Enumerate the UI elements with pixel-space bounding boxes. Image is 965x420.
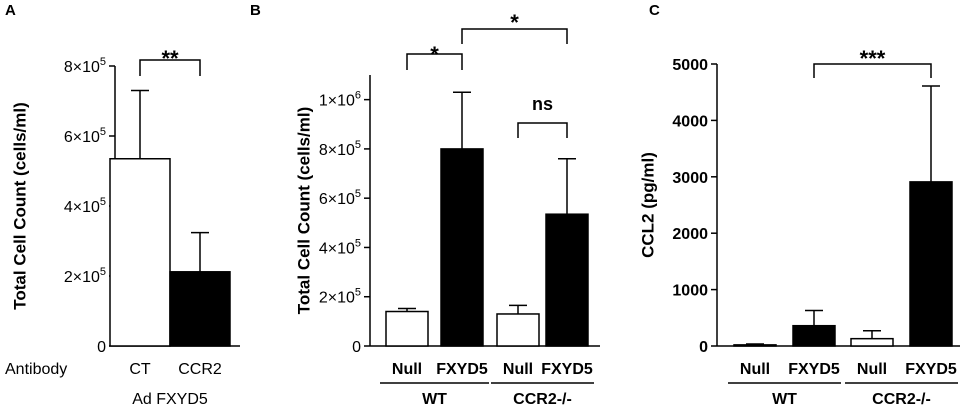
panel-a-y-tick-label: 8×105 [64, 56, 106, 76]
panel-b-category-label: Null [503, 361, 533, 378]
panel-c-letter: C [649, 2, 660, 19]
panel-a-bar [109, 158, 171, 347]
panel-c-category-label: Null [857, 361, 887, 378]
panel-c-bar [792, 324, 836, 347]
panel-a-category-label: CT [129, 361, 151, 378]
panel-c-bar [909, 181, 953, 347]
panel-b-y-tick-label: 2×105 [319, 287, 361, 307]
panel-b-group-label: WT [422, 391, 447, 408]
panel-b-y-tick-label: 8×105 [319, 139, 361, 159]
panel-b-category-label: FXYD5 [541, 361, 593, 378]
panel-b-bar [545, 213, 589, 347]
panel-c-y-tick-label: 2000 [672, 226, 708, 243]
panel-a-y-tick-label: 0 [97, 339, 106, 356]
panel-b-group-label: CCR2-/- [513, 391, 572, 408]
panel-c-significance-bracket [813, 63, 932, 78]
panel-b-y-tick-label: 0 [352, 339, 361, 356]
panel-b-bar [440, 148, 484, 347]
panel-c-bar [733, 344, 777, 347]
panel-a-group-label: Ad FXYD5 [132, 391, 208, 408]
panel-c-bar [850, 337, 894, 347]
panel-b-category-label: Null [392, 361, 422, 378]
panel-a-significance-bracket [139, 59, 201, 76]
panel-a-category-label: CCR2 [178, 361, 222, 378]
panel-b-bar [496, 313, 540, 347]
panel-b-y-tick-label: 1×106 [319, 90, 361, 110]
panel-b-significance-label: ns [532, 94, 553, 114]
panel-a-bar [169, 271, 231, 347]
panel-b-y-tick-label: 6×105 [319, 188, 361, 208]
panel-c-y-tick-label: 5000 [672, 57, 708, 74]
panel-c-y-tick-label: 3000 [672, 170, 708, 187]
panel-c-y-axis-label: CCL2 (pg/ml) [639, 152, 658, 258]
panel-b-category-label: FXYD5 [436, 361, 488, 378]
panel-c-group-label: WT [772, 391, 797, 408]
panel-a-y-axis-label: Total Cell Count (cells/ml) [11, 102, 30, 309]
panel-b-bar [385, 310, 429, 347]
panel-c-y-tick-label: 4000 [672, 113, 708, 130]
panel-b-significance-bracket [517, 122, 568, 138]
panel-c-category-label: FXYD5 [905, 361, 957, 378]
panel-a-y-tick-label: 4×105 [64, 196, 106, 216]
panel-b-significance-bracket [406, 53, 463, 70]
panel-a-row-label: Antibody [5, 361, 67, 378]
panel-b-y-axis-label: Total Cell Count (cells/ml) [295, 107, 314, 314]
panel-b-letter: B [250, 2, 261, 19]
panel-c-category-label: Null [740, 361, 770, 378]
panel-b-significance-bracket [461, 28, 568, 44]
panel-a-letter: A [5, 2, 16, 19]
panel-c-significance-label: *** [860, 46, 886, 71]
panel-b-y-tick-label: 4×105 [319, 237, 361, 257]
panel-a-y-tick-label: 6×105 [64, 126, 106, 146]
panel-c-category-label: FXYD5 [788, 361, 840, 378]
panel-c-y-tick-label: 0 [699, 339, 708, 356]
panel-a-y-tick-label: 2×105 [64, 266, 106, 286]
panel-b-significance-label: * [510, 10, 519, 35]
panel-a-significance-label: ** [161, 46, 179, 71]
panel-c-group-label: CCR2-/- [872, 391, 931, 408]
panel-c-y-tick-label: 1000 [672, 283, 708, 300]
panel-b-significance-label: * [430, 42, 439, 67]
